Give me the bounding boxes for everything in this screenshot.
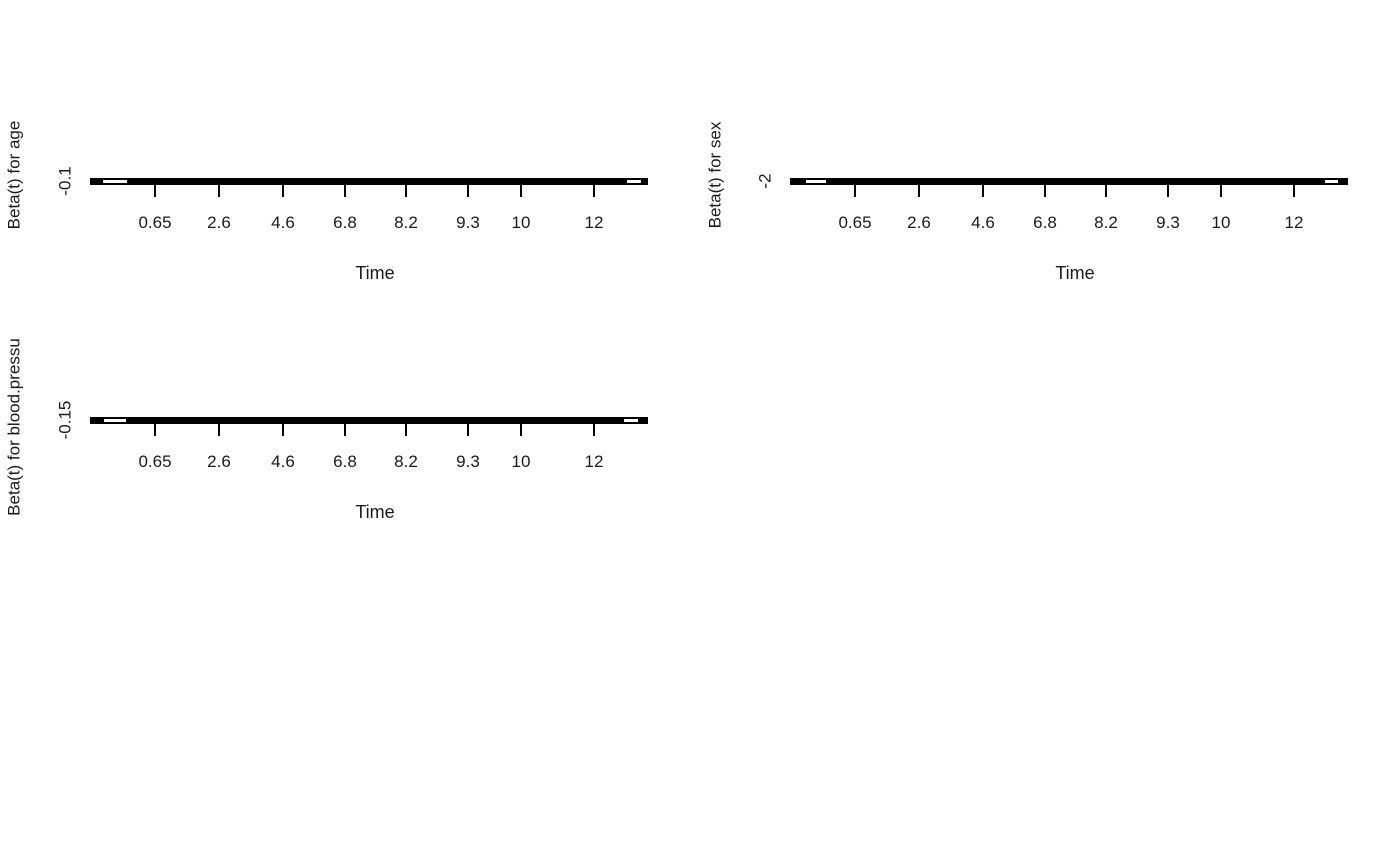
x-tick-label: 2.6	[207, 213, 231, 232]
beta-line	[90, 417, 648, 424]
x-tick-mark	[593, 185, 595, 197]
x-tick-label: 12	[1284, 213, 1304, 232]
x-tick-label: 12	[584, 452, 604, 471]
x-tick-label: 6.8	[333, 452, 357, 471]
x-tick-label: 12	[584, 213, 604, 232]
x-tick-mark	[218, 185, 220, 197]
x-tick-mark	[1293, 185, 1295, 197]
line-gap	[1325, 180, 1338, 183]
x-tick-label: 8.2	[1094, 213, 1118, 232]
x-tick-label: 4.6	[971, 213, 995, 232]
x-tick-mark	[467, 185, 469, 197]
y-tick-label: -0.1	[55, 166, 75, 196]
x-tick-mark	[344, 185, 346, 197]
x-tick-mark	[1167, 185, 1169, 197]
line-gap	[624, 419, 638, 422]
x-tick-mark	[918, 185, 920, 197]
x-tick-label: 6.8	[333, 213, 357, 232]
x-tick-mark	[1220, 185, 1222, 197]
y-axis-label: Beta(t) for blood.pressu	[4, 338, 24, 516]
x-tick-label: 2.6	[207, 452, 231, 471]
y-axis-label: Beta(t) for age	[4, 120, 24, 230]
x-tick-label: 4.6	[271, 213, 295, 232]
line-gap	[104, 419, 126, 422]
panel-empty	[700, 239, 1400, 539]
x-tick-mark	[154, 424, 156, 436]
line-gap	[627, 180, 641, 183]
x-tick-label: 2.6	[907, 213, 931, 232]
x-tick-label: 10	[511, 213, 531, 232]
x-tick-mark	[520, 424, 522, 436]
x-tick-mark	[282, 424, 284, 436]
x-tick-label: 4.6	[271, 452, 295, 471]
panel-beta-blood-pressure: Beta(t) for blood.pressu -0.15 0.65 2.6 …	[0, 239, 700, 539]
x-tick-mark	[344, 424, 346, 436]
x-tick-mark	[282, 185, 284, 197]
x-axis-title: Time	[355, 502, 395, 522]
x-tick-label: 9.3	[1156, 213, 1180, 232]
x-tick-mark	[405, 185, 407, 197]
beta-line	[90, 178, 648, 185]
panel-beta-sex: Beta(t) for sex -2 0.65 2.6 4.6 6.8 8.2 …	[700, 0, 1400, 300]
x-tick-mark	[1044, 185, 1046, 197]
y-tick-label: -2	[755, 173, 775, 189]
x-axis-title: Time	[1055, 263, 1095, 283]
x-tick-label: 0.65	[838, 213, 872, 232]
y-tick-label: -0.15	[55, 400, 75, 440]
x-tick-mark	[154, 185, 156, 197]
x-tick-mark	[520, 185, 522, 197]
line-gap	[806, 180, 826, 183]
x-tick-label: 8.2	[394, 213, 418, 232]
x-tick-label: 0.65	[138, 213, 172, 232]
x-tick-mark	[1105, 185, 1107, 197]
y-axis-label: Beta(t) for sex	[705, 121, 725, 229]
x-tick-mark	[854, 185, 856, 197]
x-tick-mark	[593, 424, 595, 436]
x-tick-label: 10	[511, 452, 531, 471]
x-tick-label: 6.8	[1033, 213, 1057, 232]
x-tick-label: 10	[1211, 213, 1231, 232]
x-axis-title: Time	[355, 263, 395, 283]
x-tick-label: 9.3	[456, 213, 480, 232]
beta-line	[790, 178, 1348, 185]
x-tick-label: 0.65	[138, 452, 172, 471]
x-tick-mark	[405, 424, 407, 436]
x-tick-mark	[982, 185, 984, 197]
x-tick-mark	[218, 424, 220, 436]
x-tick-label: 9.3	[456, 452, 480, 471]
x-tick-label: 8.2	[394, 452, 418, 471]
panel-beta-age: Beta(t) for age -0.1 0.65 2.6 4.6 6.8 8.…	[0, 0, 700, 300]
line-gap	[103, 180, 127, 183]
x-tick-mark	[467, 424, 469, 436]
